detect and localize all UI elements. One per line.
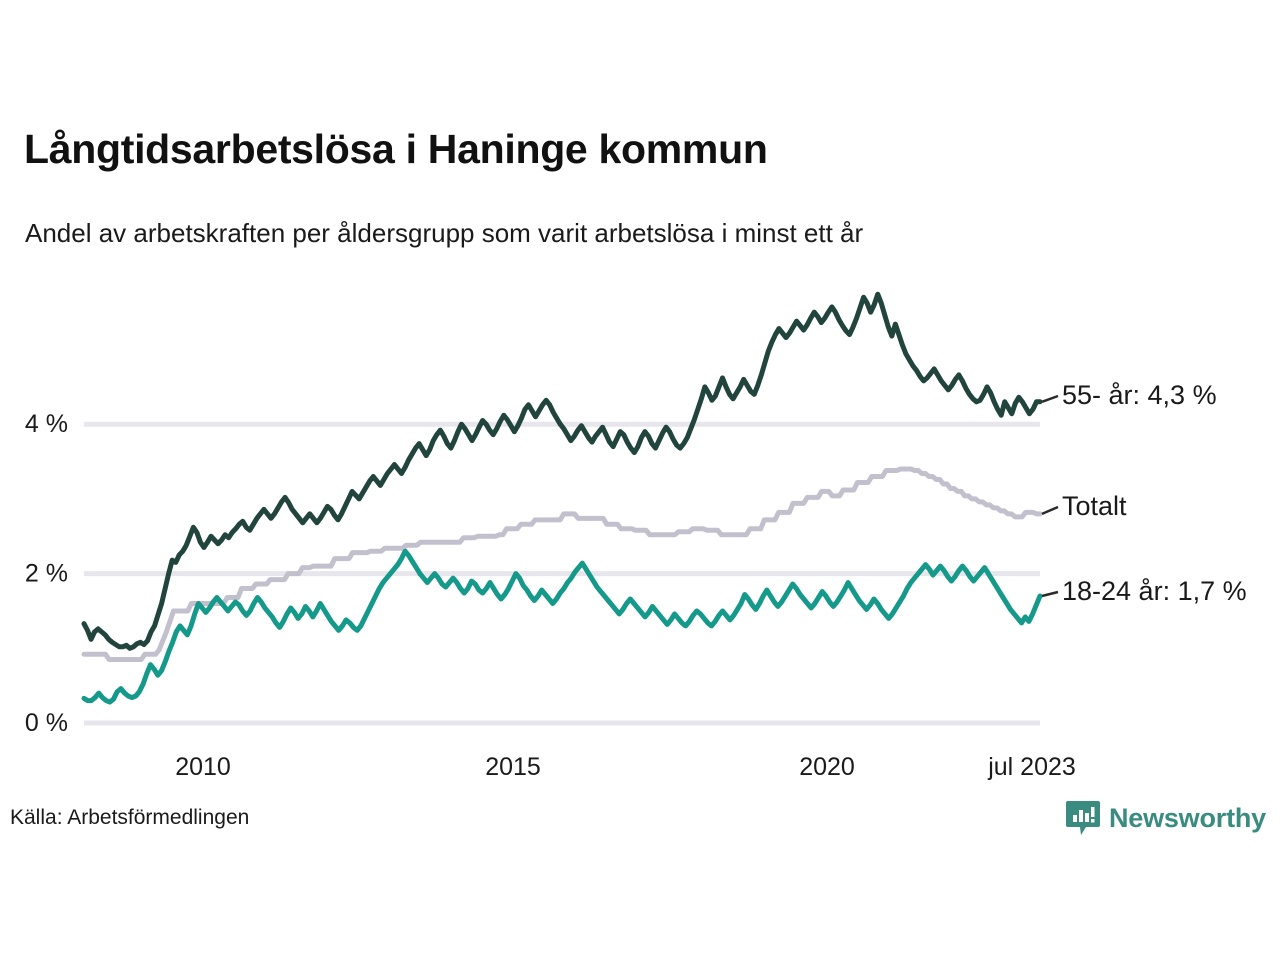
series-line-2 (81, 466, 1043, 662)
x-axis-tick-label: 2010 (175, 753, 231, 781)
y-axis-tick-label: 0 % (25, 709, 68, 737)
y-axis-tick-label: 4 % (25, 410, 68, 438)
x-axis-tick-label: 2020 (799, 753, 855, 781)
series-line-3 (81, 548, 1043, 705)
page-title: Långtidsarbetslösa i Haninge kommun (24, 126, 768, 172)
newsworthy-brand: Newsworthy (1065, 799, 1266, 837)
series-label-connector (1041, 394, 1059, 403)
brand-name: Newsworthy (1108, 802, 1266, 833)
series-label-3: 18-24 år: 1,7 % (1062, 576, 1247, 606)
series-label-connector (1041, 590, 1059, 598)
source-note: Källa: Arbetsförmedlingen (10, 806, 250, 829)
series-label-connector (1041, 505, 1059, 515)
series-label-1: 55- år: 4,3 % (1062, 380, 1217, 410)
y-axis-tick-label: 2 % (25, 560, 68, 588)
x-axis-tick-label: jul 2023 (987, 753, 1076, 781)
series-line-1 (81, 291, 1043, 651)
chart-subtitle: Andel av arbetskraften per åldersgrupp s… (25, 218, 864, 248)
newsworthy-logo-icon (1065, 801, 1100, 835)
series-label-2: Totalt (1062, 491, 1127, 521)
x-axis-tick-label: 2015 (485, 753, 541, 781)
